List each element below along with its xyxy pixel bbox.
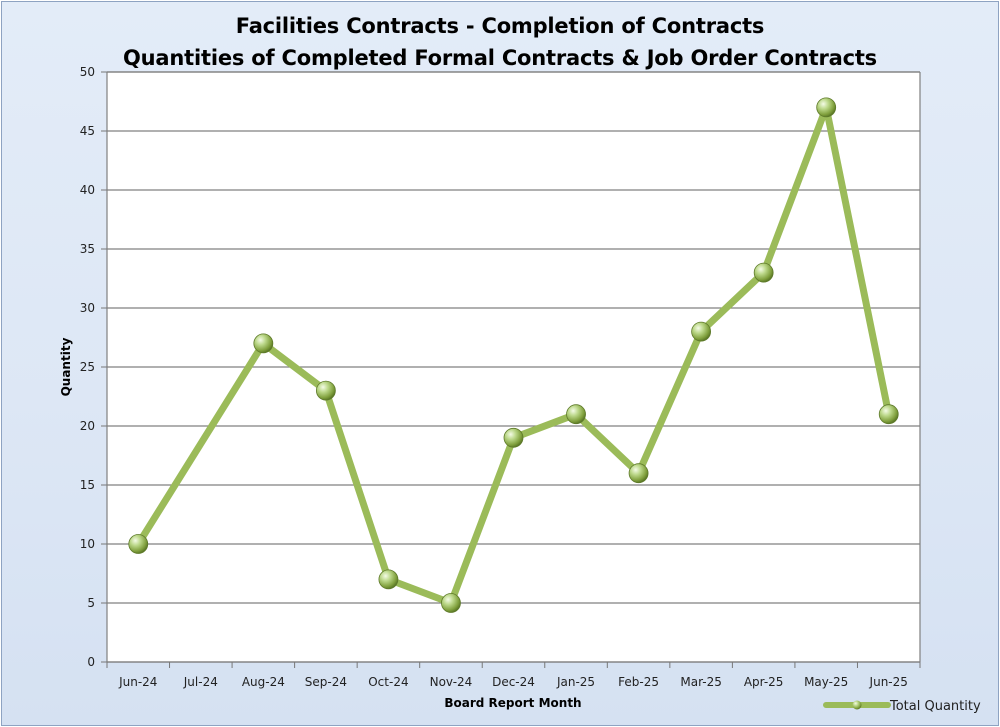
data-point xyxy=(566,404,586,425)
y-tick-label: 10 xyxy=(80,537,95,551)
x-tick-label: Aug-24 xyxy=(242,675,285,689)
x-tick-label: Jun-24 xyxy=(118,675,157,689)
chart-subtitle: Quantities of Completed Formal Contracts… xyxy=(123,46,877,70)
x-tick-label: May-25 xyxy=(804,675,848,689)
y-tick-label: 30 xyxy=(80,301,95,315)
y-tick-label: 45 xyxy=(80,124,95,138)
data-point xyxy=(128,534,149,554)
x-tick-label: Oct-24 xyxy=(368,675,408,689)
data-point xyxy=(315,380,336,401)
x-tick-label: Nov-24 xyxy=(430,675,473,689)
legend-label: Total Quantity xyxy=(889,699,981,714)
data-point xyxy=(378,569,399,590)
data-point xyxy=(503,427,524,448)
x-tick-label: Sep-24 xyxy=(305,675,347,689)
data-point xyxy=(441,593,461,613)
data-point xyxy=(753,262,774,283)
x-tick-label: Feb-25 xyxy=(618,675,659,689)
x-tick-label: Jun-25 xyxy=(869,675,908,689)
y-tick-label: 20 xyxy=(80,419,95,433)
y-tick-label: 0 xyxy=(87,655,95,669)
data-point xyxy=(816,97,837,118)
x-tick-label: Jan-25 xyxy=(556,675,595,689)
x-tick-label: Apr-25 xyxy=(744,675,784,689)
legend-marker xyxy=(852,700,862,710)
x-tick-label: Dec-24 xyxy=(492,675,535,689)
data-point xyxy=(253,333,274,354)
y-tick-label: 15 xyxy=(80,478,95,492)
legend: Total Quantity xyxy=(823,699,981,714)
y-tick-label: 40 xyxy=(80,183,95,197)
y-tick-label: 35 xyxy=(80,242,95,256)
x-tick-label: Mar-25 xyxy=(680,675,721,689)
x-axis-label: Board Report Month xyxy=(444,696,581,710)
y-axis-label: Quantity xyxy=(59,337,73,396)
data-point xyxy=(878,404,899,425)
data-point xyxy=(628,463,649,484)
x-tick-label: Jul-24 xyxy=(183,675,218,689)
y-tick-label: 50 xyxy=(80,65,95,79)
y-tick-label: 25 xyxy=(80,360,95,374)
chart-title: Facilities Contracts - Completion of Con… xyxy=(235,14,765,38)
data-point xyxy=(691,321,712,342)
y-tick-label: 5 xyxy=(87,596,95,610)
